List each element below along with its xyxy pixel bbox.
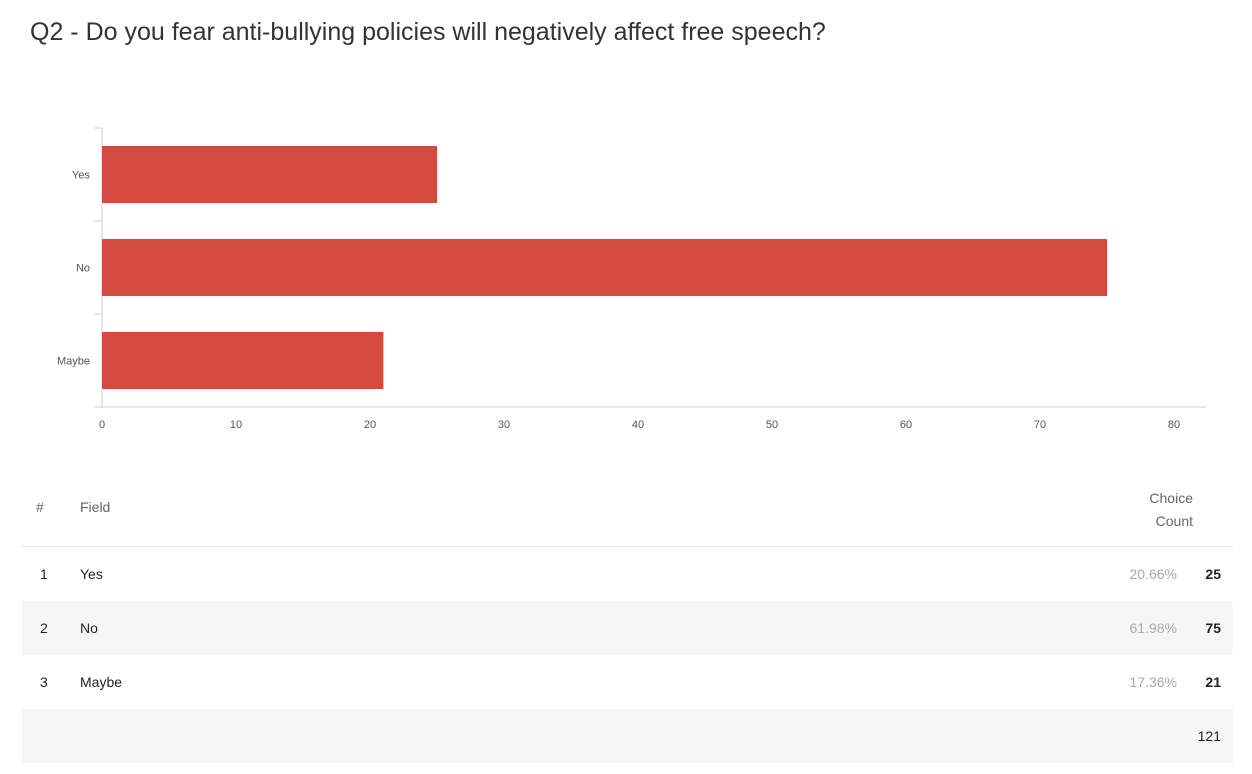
row-number: 2 <box>40 620 48 636</box>
row-count: 75 <box>1205 620 1221 636</box>
row-count: 25 <box>1205 566 1221 582</box>
bar-no <box>102 239 1107 296</box>
row-percent: 20.66% <box>1129 566 1177 582</box>
table-row: 2 No 61.98% 75 <box>22 601 1233 655</box>
bar-chart: Yes No Maybe 0 10 20 30 40 50 60 70 80 <box>57 127 1206 431</box>
category-label: Maybe <box>57 356 90 368</box>
x-tick-label: 80 <box>1168 419 1180 431</box>
row-percent: 61.98% <box>1129 620 1177 636</box>
category-label: Yes <box>72 170 90 182</box>
x-tick-label: 30 <box>498 419 510 431</box>
row-number: 1 <box>40 566 48 582</box>
table-header: # Field Choice Count <box>22 470 1233 547</box>
total-count: 121 <box>1197 728 1221 744</box>
header-count-label: Count <box>1155 513 1193 529</box>
x-tick-label: 50 <box>766 419 778 431</box>
row-count: 21 <box>1205 674 1221 690</box>
header-number: # <box>36 499 44 515</box>
x-tick-label: 20 <box>364 419 376 431</box>
x-tick-label: 10 <box>230 419 242 431</box>
row-field: No <box>80 620 98 636</box>
row-number: 3 <box>40 674 48 690</box>
row-field: Yes <box>80 566 103 582</box>
x-tick-label: 40 <box>632 419 644 431</box>
row-percent: 17.36% <box>1129 674 1177 690</box>
x-tick-label: 70 <box>1034 419 1046 431</box>
question-title: Q2 - Do you fear anti-bullying policies … <box>30 18 826 46</box>
table-total-row: 121 <box>22 709 1233 763</box>
results-table: # Field Choice Count 1 Yes 20.66% 25 2 N… <box>22 470 1233 763</box>
header-choice-count: Choice Count <box>1149 487 1193 533</box>
x-tick-label: 60 <box>900 419 912 431</box>
bar-maybe <box>102 332 384 389</box>
header-choice-label: Choice <box>1149 490 1193 506</box>
row-field: Maybe <box>80 674 123 690</box>
category-label: No <box>76 263 90 275</box>
x-tick-label: 0 <box>99 419 105 431</box>
header-field: Field <box>80 499 111 515</box>
bar-yes <box>102 146 437 203</box>
table-row: 3 Maybe 17.36% 21 <box>22 655 1233 709</box>
table-row: 1 Yes 20.66% 25 <box>22 547 1233 601</box>
